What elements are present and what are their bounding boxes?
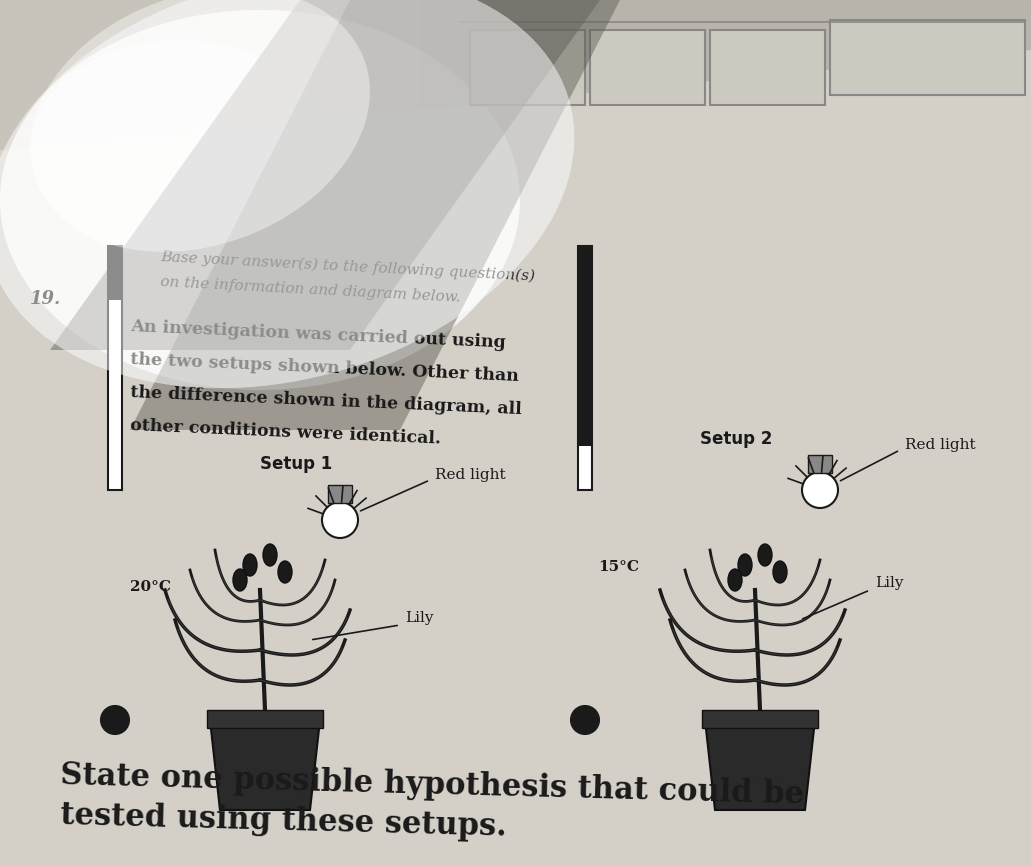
Text: An investigation was carried out using: An investigation was carried out using	[130, 318, 506, 352]
Bar	[207, 710, 323, 728]
Ellipse shape	[278, 561, 292, 583]
Text: Setup 2: Setup 2	[700, 430, 772, 448]
Circle shape	[802, 472, 838, 508]
Bar	[579, 246, 591, 446]
Text: 20°C: 20°C	[130, 580, 171, 594]
Text: 19.: 19.	[30, 290, 61, 308]
Ellipse shape	[233, 569, 247, 591]
Bar	[590, 30, 705, 105]
Text: Setup 1: Setup 1	[260, 455, 332, 473]
Bar	[470, 30, 585, 105]
Text: State one possible hypothesis that could be: State one possible hypothesis that could…	[60, 760, 804, 811]
Text: Lily: Lily	[875, 576, 903, 590]
Bar	[702, 710, 818, 728]
Polygon shape	[130, 0, 620, 430]
Text: Base your answer(s) to the following question(s): Base your answer(s) to the following que…	[160, 250, 535, 284]
Bar	[808, 455, 832, 473]
Text: other conditions were identical.: other conditions were identical.	[130, 417, 441, 448]
Polygon shape	[210, 720, 320, 810]
Ellipse shape	[0, 0, 574, 388]
Bar	[710, 30, 825, 105]
Bar	[109, 246, 121, 300]
Circle shape	[322, 502, 358, 538]
Ellipse shape	[30, 40, 330, 260]
Ellipse shape	[263, 544, 277, 566]
Text: the two setups shown below. Other than: the two setups shown below. Other than	[130, 351, 520, 385]
Polygon shape	[0, 50, 1031, 866]
Bar	[108, 246, 122, 490]
Circle shape	[101, 706, 129, 734]
Bar	[578, 246, 592, 490]
Ellipse shape	[728, 569, 742, 591]
Text: the difference shown in the diagram, all: the difference shown in the diagram, all	[130, 384, 522, 418]
Text: on the information and diagram below.: on the information and diagram below.	[160, 275, 461, 305]
Polygon shape	[705, 720, 814, 810]
Text: Red light: Red light	[435, 468, 505, 482]
Ellipse shape	[773, 561, 787, 583]
Polygon shape	[49, 0, 600, 350]
Ellipse shape	[758, 544, 772, 566]
Ellipse shape	[30, 0, 370, 252]
Ellipse shape	[0, 10, 520, 390]
Text: tested using these setups.: tested using these setups.	[60, 800, 507, 843]
Polygon shape	[0, 0, 420, 866]
Text: 15°C: 15°C	[598, 560, 639, 574]
Text: Lily: Lily	[405, 611, 433, 625]
Ellipse shape	[738, 554, 752, 576]
Bar	[328, 485, 352, 503]
Bar	[830, 20, 1025, 95]
Text: Red light: Red light	[905, 438, 975, 452]
Circle shape	[571, 706, 599, 734]
Ellipse shape	[243, 554, 257, 576]
